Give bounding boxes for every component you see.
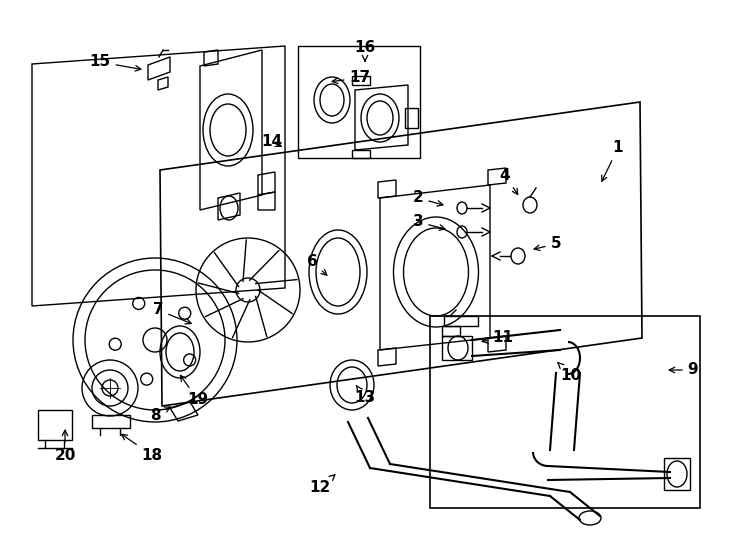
Text: 13: 13: [355, 386, 376, 406]
Text: 20: 20: [54, 430, 76, 462]
Text: 9: 9: [669, 362, 698, 377]
Text: 1: 1: [602, 140, 623, 181]
Text: 8: 8: [150, 407, 170, 422]
Text: 14: 14: [261, 134, 283, 150]
Text: 19: 19: [181, 375, 208, 408]
Text: 2: 2: [413, 191, 443, 206]
Text: 16: 16: [355, 40, 376, 62]
Text: 18: 18: [121, 434, 162, 462]
Text: 10: 10: [558, 362, 581, 382]
Text: 17: 17: [333, 71, 371, 85]
Text: 15: 15: [90, 55, 141, 71]
Text: 4: 4: [500, 167, 517, 194]
Text: 11: 11: [482, 330, 514, 346]
Text: 7: 7: [153, 302, 191, 324]
Text: 5: 5: [534, 237, 562, 252]
Text: 12: 12: [309, 475, 335, 496]
Text: 3: 3: [413, 214, 445, 230]
Text: 6: 6: [307, 254, 327, 275]
